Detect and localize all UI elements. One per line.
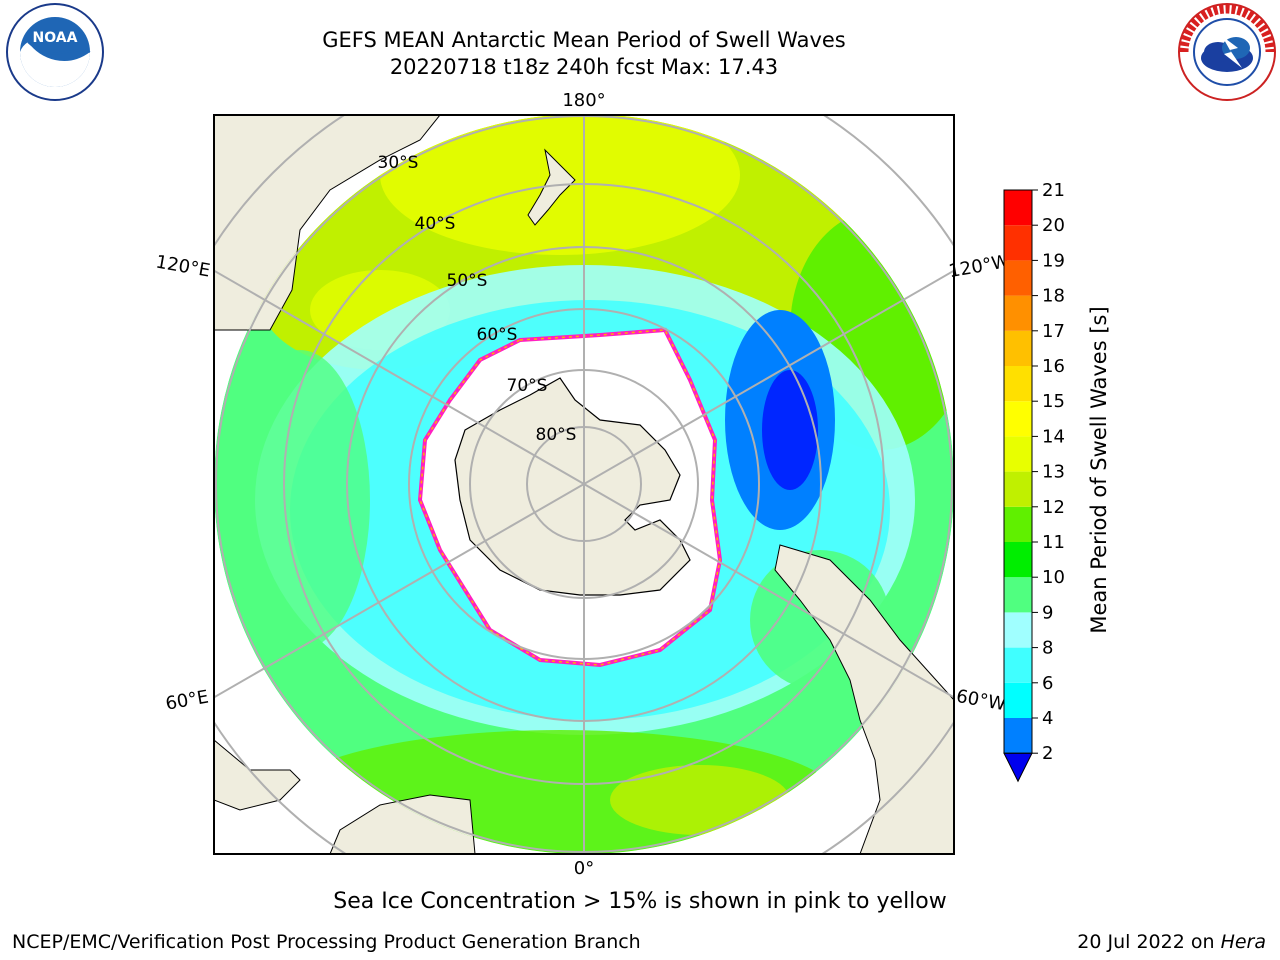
colorbar-segment xyxy=(1004,366,1032,402)
colorbar-segment xyxy=(1004,612,1032,648)
lat-label-60s: 60°S xyxy=(477,325,518,345)
footer-date: 20 Jul 2022 on Hera xyxy=(1077,931,1266,953)
colorbar-segment xyxy=(1004,401,1032,437)
colorbar-segment xyxy=(1004,190,1032,226)
colorbar-tick-label: 21 xyxy=(1042,180,1065,201)
footer-credit: NCEP/EMC/Verification Post Processing Pr… xyxy=(12,931,641,953)
colorbar-segment xyxy=(1004,682,1032,718)
lon-label-120e: 120°E xyxy=(154,251,212,281)
colorbar-segment xyxy=(1004,542,1032,578)
colorbar-tick-label: 9 xyxy=(1042,602,1053,623)
colorbar-segment xyxy=(1004,260,1032,296)
chart-subtitle: 20220718 t18z 240h fcst Max: 17.43 xyxy=(389,55,779,79)
noaa-logo: NOAA xyxy=(6,3,104,101)
lat-label-50s: 50°S xyxy=(447,271,488,291)
colorbar-tick-label: 14 xyxy=(1042,426,1065,447)
colorbar-tick-label: 4 xyxy=(1042,708,1053,729)
chart-title: GEFS MEAN Antarctic Mean Period of Swell… xyxy=(322,28,846,52)
lat-label-70s: 70°S xyxy=(507,376,548,396)
nws-logo xyxy=(1178,3,1276,101)
lat-label-40s: 40°S xyxy=(415,214,456,234)
colorbar-tick-label: 16 xyxy=(1042,356,1065,377)
colorbar-segment xyxy=(1004,647,1032,683)
footer-date-text: 20 Jul 2022 on xyxy=(1077,931,1221,953)
lat-label-80s: 80°S xyxy=(536,425,577,445)
colorbar-segment xyxy=(1004,295,1032,331)
colorbar-tick-label: 17 xyxy=(1042,321,1065,342)
colorbar-segment xyxy=(1004,330,1032,366)
colorbar-tick-label: 15 xyxy=(1042,391,1065,412)
sea-ice-note: Sea Ice Concentration > 15% is shown in … xyxy=(333,889,947,914)
noaa-logo-text: NOAA xyxy=(33,30,78,46)
lon-label-180: 180° xyxy=(562,90,605,111)
colorbar-segment xyxy=(1004,506,1032,542)
colorbar-label: Mean Period of Swell Waves [s] xyxy=(1087,306,1111,633)
antarctica xyxy=(454,377,691,596)
colorbar-tick-label: 13 xyxy=(1042,462,1065,483)
colorbar-tick-label: 18 xyxy=(1042,286,1065,307)
lat-label-30s: 30°S xyxy=(378,153,419,173)
footer-machine: Hera xyxy=(1220,931,1266,953)
lon-label-60e: 60°E xyxy=(164,686,210,714)
colorbar-tick-label: 12 xyxy=(1042,497,1065,518)
colorbar-extend-triangle xyxy=(1003,752,1033,783)
colorbar-segment xyxy=(1004,577,1032,613)
colorbar-segment xyxy=(1004,718,1032,754)
colorbar-tick-label: 10 xyxy=(1042,567,1065,588)
colorbar-tick-label: 11 xyxy=(1042,532,1065,553)
colorbar-tick-label: 20 xyxy=(1042,215,1065,236)
colorbar-tick-label: 2 xyxy=(1042,743,1053,764)
colorbar-segment xyxy=(1004,436,1032,472)
colorbar: 2 4 6 8 9 10 11 12 13 14 15 16 17 18 19 20 21 Mean Perio… xyxy=(1003,180,1111,783)
colorbar-tick-label: 19 xyxy=(1042,250,1065,271)
colorbar-segment xyxy=(1004,225,1032,261)
lon-label-0: 0° xyxy=(574,858,594,879)
colorbar-tick-label: 6 xyxy=(1042,673,1053,694)
colorbar-segment xyxy=(1004,471,1032,507)
colorbar-tick-label: 8 xyxy=(1042,638,1053,659)
